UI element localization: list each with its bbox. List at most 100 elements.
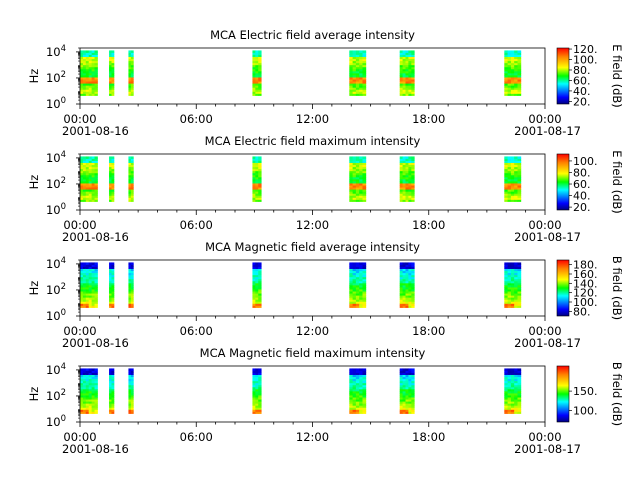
spectrogram-cell [411, 83, 415, 86]
spectrogram-cell [507, 160, 512, 163]
spectrogram-cell [402, 72, 406, 76]
spectrogram-cell [85, 274, 90, 278]
spectrogram-cell [85, 166, 90, 170]
spectrogram-cell [399, 384, 403, 388]
spectrogram-cell [405, 301, 409, 304]
spectrogram-cell [80, 401, 84, 404]
spectrogram-cell [504, 52, 508, 55]
spectrogram-cell [82, 81, 87, 84]
spectrogram-cell [510, 58, 515, 62]
spectrogram-cell [91, 262, 95, 265]
spectrogram-cell [88, 81, 93, 84]
spectrogram-cell [517, 274, 522, 278]
spectrogram-cell [85, 405, 90, 408]
spectrogram-cell [255, 183, 259, 186]
spectrogram-cell [510, 274, 515, 278]
spectrogram-cell [111, 370, 115, 373]
spectrogram-cell [91, 195, 95, 198]
spectrogram-cell [411, 266, 415, 269]
spectrogram-cell [80, 266, 84, 269]
spectrogram-cell [128, 372, 132, 375]
spectrogram-cell [255, 60, 259, 64]
spectrogram-cell [130, 295, 134, 298]
colorbar-tick-label: 40. [573, 190, 591, 203]
spectrogram-cell [258, 399, 262, 402]
spectrogram-cell [130, 395, 134, 398]
spectrogram-cell [402, 370, 406, 373]
spectrogram-cell [128, 195, 132, 198]
spectrogram-cell [405, 168, 409, 172]
spectrogram-cell [408, 407, 412, 410]
spectrogram-cell [355, 293, 360, 296]
spectrogram-cell [349, 195, 353, 198]
x-date-label-end: 2001-08-17 [514, 336, 581, 350]
spectrogram-cell [402, 185, 406, 188]
spectrogram-cell [111, 164, 115, 168]
spectrogram-cell [258, 164, 262, 168]
spectrogram-cell [405, 199, 409, 202]
spectrogram-cell [507, 79, 512, 82]
spectrogram-cell [82, 83, 87, 86]
spectrogram-cell [109, 305, 112, 308]
spectrogram-cell [362, 178, 367, 182]
spectrogram-cell [359, 401, 363, 404]
spectrogram-cell [255, 264, 259, 267]
spectrogram-cell [109, 191, 112, 194]
spectrogram-cell [517, 79, 522, 82]
spectrogram-cell [408, 166, 412, 170]
spectrogram-cell [402, 278, 406, 282]
spectrogram-cell [252, 401, 256, 404]
spectrogram-cell [109, 197, 112, 200]
spectrogram-cell [252, 89, 256, 92]
spectrogram-cell [80, 181, 84, 184]
spectrogram-cell [349, 368, 353, 371]
spectrogram-cell [355, 193, 360, 196]
spectrogram-cell [359, 178, 363, 182]
spectrogram-cell [94, 158, 98, 161]
spectrogram-cell [88, 299, 93, 302]
spectrogram-cell [128, 93, 132, 96]
spectrogram-cell [80, 176, 84, 180]
spectrogram-cell [88, 183, 93, 186]
spectrogram-cell [411, 297, 415, 300]
spectrogram-cell [362, 380, 367, 384]
spectrogram-cell [130, 75, 134, 78]
spectrogram-cell [355, 384, 360, 388]
spectrogram-cell [355, 158, 360, 161]
spectrogram-cell [399, 176, 403, 180]
spectrogram-cell [352, 64, 357, 68]
spectrogram-cell [507, 158, 512, 161]
spectrogram-cell [507, 368, 512, 371]
spectrogram-cell [130, 77, 134, 80]
spectrogram-cell [517, 87, 522, 90]
spectrogram-cell [399, 305, 403, 308]
spectrogram-cell [408, 187, 412, 190]
spectrogram-cell [349, 407, 353, 410]
spectrogram-cell [252, 403, 256, 406]
spectrogram-cell [82, 264, 87, 267]
spectrogram-cell [355, 83, 360, 86]
spectrogram-cell [85, 386, 90, 390]
spectrogram-cell [507, 185, 512, 188]
spectrogram-cell [359, 295, 363, 298]
spectrogram-cell [517, 405, 522, 408]
spectrogram-cell [258, 50, 262, 53]
spectrogram-cell [507, 87, 512, 90]
data-segment [399, 50, 415, 96]
spectrogram-cell [352, 388, 357, 392]
spectrogram-cell [517, 187, 522, 190]
spectrogram-cell [405, 395, 409, 398]
spectrogram-cell [252, 172, 256, 176]
spectrogram-cell [399, 403, 403, 406]
spectrogram-cell [258, 166, 262, 170]
spectrogram-cell [402, 181, 406, 184]
spectrogram-cell [130, 50, 134, 53]
spectrogram-cell [80, 405, 84, 408]
spectrogram-cell [111, 162, 115, 166]
spectrogram-cell [80, 293, 84, 296]
spectrogram-cell [411, 299, 415, 302]
spectrogram-cell [91, 297, 95, 300]
spectrogram-cell [402, 62, 406, 66]
spectrogram-cell [507, 299, 512, 302]
axes-frame [79, 47, 546, 105]
